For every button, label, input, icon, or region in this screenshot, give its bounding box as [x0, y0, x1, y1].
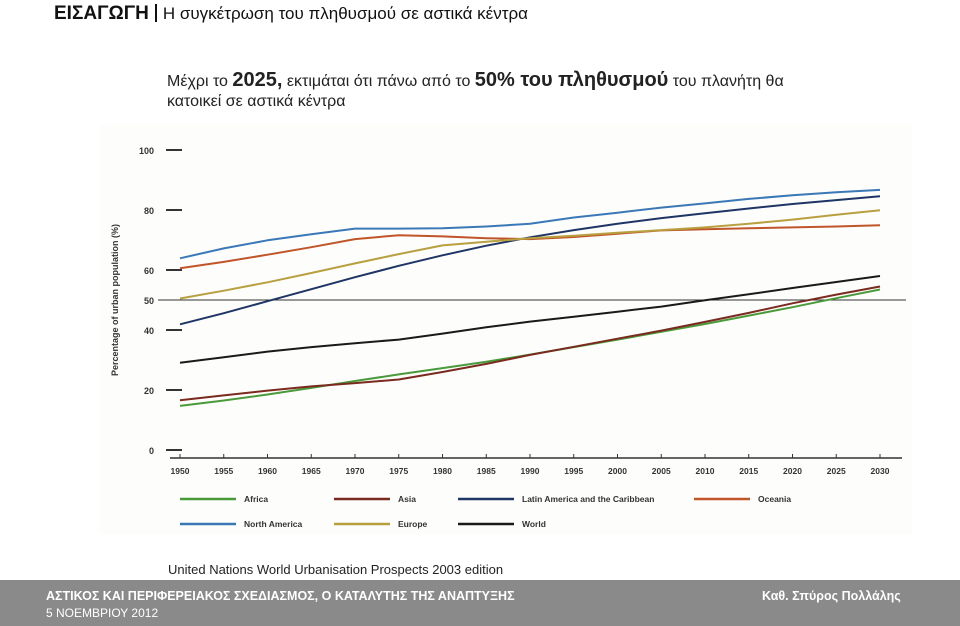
y-tick-label: 100 — [139, 146, 154, 156]
header-separator — [154, 4, 157, 22]
headline-percent: 50% του πληθυσμού — [474, 69, 669, 91]
x-tick-label: 1955 — [214, 466, 233, 476]
y-tick-label: 80 — [144, 206, 154, 216]
legend-label: Latin America and the Caribbean — [522, 494, 654, 504]
footer-date: 5 ΝΟΕΜΒΡΙΟΥ 2012 — [46, 606, 159, 620]
x-tick-label: 1980 — [433, 466, 452, 476]
y-tick-label: 50 — [144, 296, 154, 306]
x-tick-label: 1975 — [389, 466, 408, 476]
legend-label: Asia — [398, 494, 416, 504]
x-tick-label: 2020 — [783, 466, 802, 476]
x-tick-label: 1950 — [171, 466, 190, 476]
series-line-asia — [179, 285, 881, 402]
x-tick-label: 1965 — [302, 466, 321, 476]
series-line-europe — [179, 209, 881, 300]
x-tick-label: 2030 — [871, 466, 890, 476]
series-line-north-america — [179, 188, 881, 260]
urban-population-chart: 0 20 40 50 60 80 100 Percentage of urban popula… — [100, 124, 912, 534]
x-tick-label: 1970 — [346, 466, 365, 476]
slide-header: ΕΙΣΑΓΩΓΗ Η συγκέτρωση του πληθυσμού σε ασ… — [54, 3, 528, 25]
footer-bar: ΑΣΤΙΚΟΣ ΚΑΙ ΠΕΡΙΦΕΡΕΙΑΚΟΣ ΣΧΕΔΙΑΣΜΟΣ, Ο … — [0, 580, 960, 626]
section-subtitle: Η συγκέτρωση του πληθυσμού σε αστικά κέν… — [162, 4, 528, 23]
x-tick-label: 2015 — [739, 466, 758, 476]
footer-author: Καθ. Σπύρος Πολλάλης — [762, 589, 901, 603]
x-tick-label: 2025 — [827, 466, 846, 476]
y-tick-label: 20 — [144, 386, 154, 396]
headline-part2: εκτιμάται ότι πάνω από το — [282, 73, 475, 90]
legend-label: World — [522, 519, 546, 529]
x-tick-label: 1985 — [477, 466, 496, 476]
section-title: ΕΙΣΑΓΩΓΗ — [54, 3, 149, 24]
headline-year: 2025, — [232, 69, 283, 91]
legend-label: Europe — [398, 519, 428, 529]
chart-background — [100, 124, 912, 534]
y-tick-label: 60 — [144, 266, 154, 276]
footer-title: ΑΣΤΙΚΟΣ ΚΑΙ ΠΕΡΙΦΕΡΕΙΑΚΟΣ ΣΧΕΔΙΑΣΜΟΣ, Ο … — [46, 589, 515, 603]
headline-part3: του πλανήτη θα κατοικεί σε αστικά κέντρα — [167, 73, 784, 110]
x-tick-label: 1960 — [258, 466, 277, 476]
x-tick-label: 1995 — [564, 466, 583, 476]
y-axis-label: Percentage of urban population (%) — [110, 224, 120, 376]
headline: Μέχρι το 2025, εκτιμάται ότι πάνω από το… — [167, 70, 807, 112]
x-tick-label: 2010 — [696, 466, 715, 476]
legend-label: Oceania — [758, 494, 791, 504]
y-tick-label: 0 — [149, 446, 154, 456]
x-tick-label: 1990 — [521, 466, 540, 476]
x-tick-label: 2005 — [652, 466, 671, 476]
headline-part1: Μέχρι το — [167, 73, 233, 90]
series-line-world — [179, 275, 881, 364]
legend-label: Africa — [244, 494, 268, 504]
legend-label: North America — [244, 519, 303, 529]
source-note: United Nations World Urbanisation Prospe… — [168, 562, 504, 577]
x-tick-label: 2000 — [608, 466, 627, 476]
y-tick-label: 40 — [144, 326, 154, 336]
